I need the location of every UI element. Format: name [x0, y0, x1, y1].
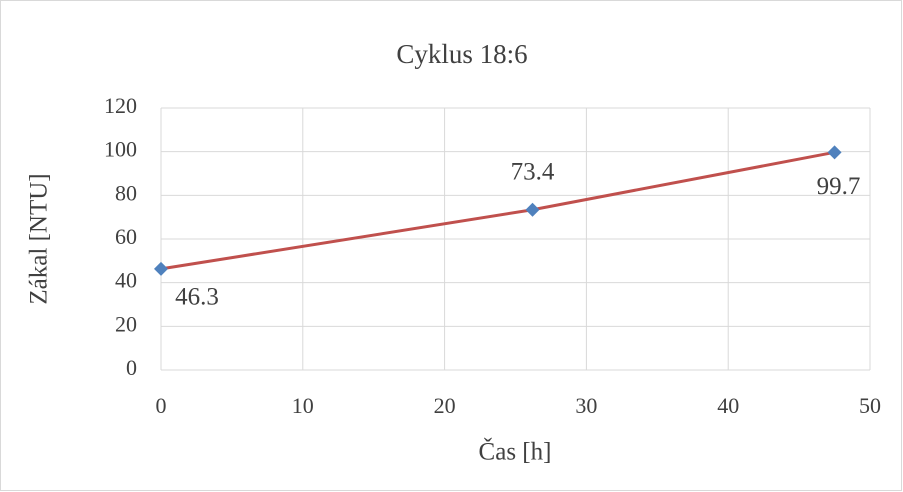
data-label: 73.4: [511, 158, 555, 185]
data-point: [154, 261, 168, 276]
data-label: 99.7: [817, 173, 861, 200]
y-tick-label: 40: [115, 268, 137, 293]
y-tick-label: 120: [104, 93, 137, 118]
y-tick-label: 80: [115, 180, 137, 205]
y-axis-label: Zákal [NTU]: [26, 173, 53, 304]
data-label: 46.3: [175, 284, 219, 311]
data-point: [525, 202, 540, 217]
y-tick-label: 20: [115, 311, 137, 336]
y-tick-label: 0: [126, 355, 137, 380]
x-tick-label: 20: [434, 393, 456, 418]
y-tick-label: 60: [115, 224, 137, 249]
x-tick-label: 40: [717, 393, 739, 418]
x-tick-label: 30: [575, 393, 597, 418]
chart-title: Cyklus 18:6: [396, 39, 527, 69]
x-axis-label: Čas [h]: [479, 438, 552, 466]
x-tick-label: 10: [292, 393, 314, 418]
x-tick-label: 0: [156, 393, 167, 418]
y-tick-label: 100: [104, 137, 137, 162]
x-tick-label: 50: [859, 393, 881, 418]
data-point: [827, 145, 842, 160]
